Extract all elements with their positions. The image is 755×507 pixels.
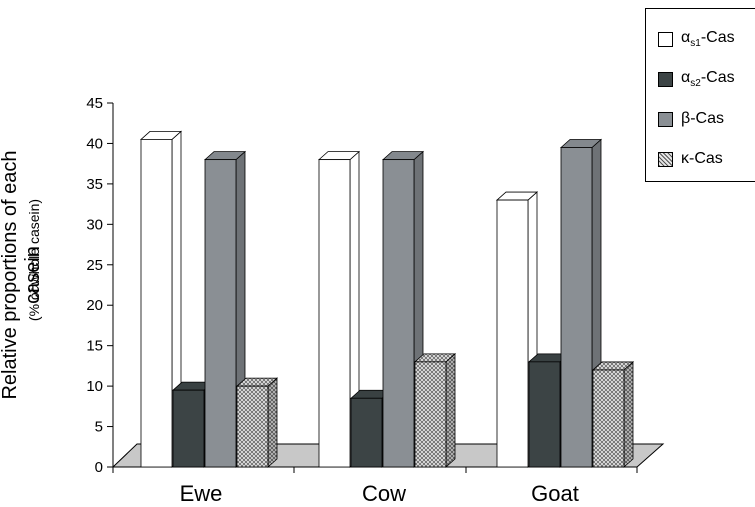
x-tick-labels: Ewe Cow Goat <box>180 481 579 506</box>
bar <box>139 130 183 468</box>
bar-front <box>318 159 351 468</box>
bars <box>139 130 635 468</box>
legend-label: αs2-Cas <box>681 68 735 90</box>
legend-label: αs1-Cas <box>681 28 735 50</box>
y-ticks: 0 5 10 15 20 25 30 35 40 45 <box>86 95 113 476</box>
y-tick-label: 5 <box>95 419 103 436</box>
y-axis-subtitle: (% of whole casein) <box>26 198 42 322</box>
x-tick-label: Cow <box>362 481 406 506</box>
bar-front <box>414 361 447 468</box>
y-tick-label: 30 <box>86 216 103 233</box>
legend: αs1-Cas αs2-Cas β-Cas κ-Cas <box>645 8 755 182</box>
legend-label: β-Cas <box>681 110 724 127</box>
y-tick-label: 10 <box>86 378 103 395</box>
legend-item: κ-Cas <box>658 149 723 169</box>
y-tick-label: 45 <box>86 95 103 112</box>
legend-swatch <box>658 71 673 87</box>
bar-front <box>382 159 415 468</box>
legend-item: αs1-Cas <box>658 29 735 49</box>
bar-front <box>592 369 625 468</box>
bar-front <box>528 361 561 468</box>
bar <box>235 377 279 468</box>
y-tick-label: 35 <box>86 176 103 193</box>
bar-side <box>267 377 278 468</box>
bar-front <box>560 147 593 468</box>
legend-swatch <box>658 31 673 47</box>
bar-side <box>623 361 634 468</box>
bar-front <box>140 138 173 468</box>
bar-front <box>236 385 269 468</box>
bar <box>317 150 361 468</box>
x-tick-label: Goat <box>531 481 579 506</box>
x-tick-label: Ewe <box>180 481 223 506</box>
bar-side <box>445 352 456 468</box>
y-tick-label: 0 <box>95 459 103 476</box>
bar-front <box>496 199 529 468</box>
bar-front <box>204 159 237 468</box>
y-tick-label: 40 <box>86 135 103 152</box>
bar <box>413 352 457 468</box>
y-tick-label: 25 <box>86 257 103 274</box>
y-tick-label: 20 <box>86 297 103 314</box>
bar-front <box>172 389 205 468</box>
bar <box>591 361 635 468</box>
y-tick-label: 15 <box>86 338 103 355</box>
bar-front <box>350 397 383 468</box>
legend-label: κ-Cas <box>681 150 723 167</box>
legend-item: β-Cas <box>658 109 724 129</box>
legend-item: αs2-Cas <box>658 69 735 89</box>
legend-swatch <box>658 151 673 167</box>
legend-swatch <box>658 111 673 127</box>
